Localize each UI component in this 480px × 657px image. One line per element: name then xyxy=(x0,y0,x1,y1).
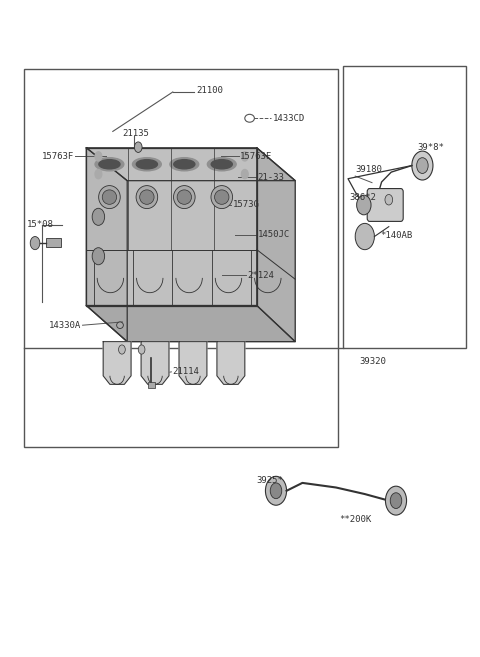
Text: **200K: **200K xyxy=(339,514,371,524)
Ellipse shape xyxy=(170,158,199,171)
Circle shape xyxy=(355,223,374,250)
Bar xyxy=(24,69,338,447)
Polygon shape xyxy=(86,306,295,342)
Circle shape xyxy=(119,345,125,354)
Text: 15763F: 15763F xyxy=(42,152,74,161)
Circle shape xyxy=(134,142,142,152)
Text: 39180: 39180 xyxy=(355,165,382,174)
Circle shape xyxy=(92,208,105,225)
Polygon shape xyxy=(257,148,295,342)
Ellipse shape xyxy=(140,190,154,204)
Circle shape xyxy=(95,170,102,179)
Ellipse shape xyxy=(102,190,117,204)
Text: 386*2: 386*2 xyxy=(349,193,376,202)
Polygon shape xyxy=(179,342,207,384)
Ellipse shape xyxy=(211,160,232,169)
Ellipse shape xyxy=(136,185,157,209)
Ellipse shape xyxy=(215,190,229,204)
Circle shape xyxy=(357,195,371,215)
Ellipse shape xyxy=(132,158,161,171)
Circle shape xyxy=(270,483,282,499)
Polygon shape xyxy=(86,148,127,342)
Text: 21-33: 21-33 xyxy=(257,173,284,182)
Ellipse shape xyxy=(95,158,124,171)
Polygon shape xyxy=(141,342,169,384)
Ellipse shape xyxy=(211,185,232,209)
Text: 39320: 39320 xyxy=(359,357,386,366)
Text: 39*8*: 39*8* xyxy=(418,143,444,152)
Circle shape xyxy=(241,152,248,161)
Ellipse shape xyxy=(177,190,192,204)
Circle shape xyxy=(138,345,145,354)
Polygon shape xyxy=(86,148,295,181)
Ellipse shape xyxy=(136,160,157,169)
Text: 3925*: 3925* xyxy=(257,476,284,486)
Polygon shape xyxy=(103,342,131,384)
Circle shape xyxy=(417,158,428,173)
Ellipse shape xyxy=(207,158,236,171)
Circle shape xyxy=(30,237,40,250)
Circle shape xyxy=(265,476,287,505)
Text: 1433CD: 1433CD xyxy=(273,114,305,123)
Bar xyxy=(343,66,466,348)
Bar xyxy=(148,382,155,388)
Text: 15763F: 15763F xyxy=(240,152,272,161)
Bar xyxy=(46,238,61,247)
Text: 21100: 21100 xyxy=(196,86,223,95)
Text: 21135: 21135 xyxy=(122,129,149,138)
Circle shape xyxy=(241,170,248,179)
Circle shape xyxy=(385,194,393,205)
Ellipse shape xyxy=(173,185,195,209)
Circle shape xyxy=(412,151,433,180)
Polygon shape xyxy=(217,342,245,384)
Circle shape xyxy=(95,152,102,161)
Text: 14330A: 14330A xyxy=(49,321,82,330)
Ellipse shape xyxy=(99,160,120,169)
Circle shape xyxy=(390,493,402,509)
Circle shape xyxy=(385,486,407,515)
Ellipse shape xyxy=(117,322,123,328)
Text: 21114: 21114 xyxy=(173,367,200,376)
Text: *140AB: *140AB xyxy=(381,231,413,240)
Circle shape xyxy=(92,248,105,265)
Polygon shape xyxy=(86,148,257,306)
FancyBboxPatch shape xyxy=(367,189,403,221)
Text: 15*08: 15*08 xyxy=(26,220,53,229)
Ellipse shape xyxy=(98,185,120,209)
Text: 1450JC: 1450JC xyxy=(258,230,290,239)
Text: 2*124: 2*124 xyxy=(248,271,275,281)
Text: 1573G: 1573G xyxy=(233,200,260,210)
Ellipse shape xyxy=(174,160,195,169)
